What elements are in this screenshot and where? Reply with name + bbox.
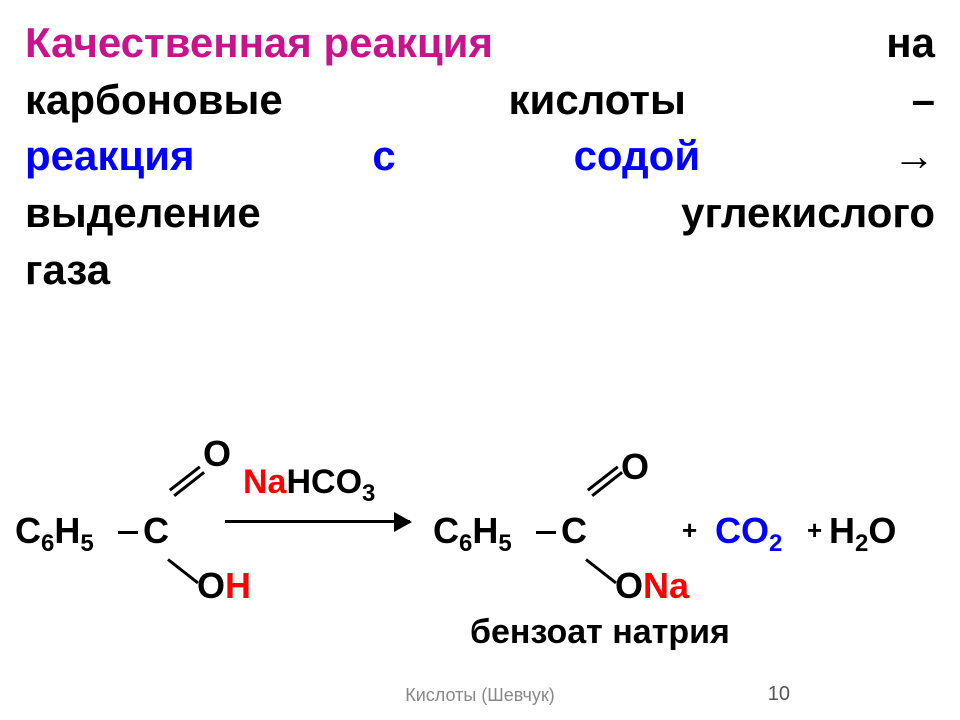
title-carbon-dioxide: углекислого bbox=[681, 185, 935, 242]
title-soda: содой bbox=[574, 128, 701, 185]
footer-text: Кислоты (Шевчук) bbox=[0, 685, 960, 706]
product-carbon: C bbox=[561, 510, 587, 552]
reactant-carbon: C bbox=[143, 510, 169, 552]
product-name-label: бензоат натрия bbox=[470, 613, 730, 652]
reactant-oxygen-top: O bbox=[203, 433, 231, 475]
product-ona: ONa bbox=[615, 565, 689, 607]
single-bond bbox=[118, 531, 138, 534]
double-bond bbox=[169, 466, 205, 497]
product-h2o: H2O bbox=[829, 510, 896, 558]
single-bond bbox=[536, 531, 556, 534]
product-phenyl: C6H5 bbox=[433, 510, 512, 558]
title-release: выделение bbox=[25, 185, 261, 242]
single-bond bbox=[585, 558, 617, 584]
single-bond bbox=[167, 558, 199, 584]
plus-sign: + bbox=[682, 515, 697, 546]
page-number: 10 bbox=[768, 683, 790, 706]
reactant-phenyl: C6H5 bbox=[15, 510, 94, 558]
reactant-oh: OH bbox=[197, 565, 251, 607]
reagent-nahco3: NaHCO3 bbox=[243, 463, 375, 508]
title-block: Качественная реакция на карбоновые кисло… bbox=[25, 15, 935, 298]
double-bond bbox=[587, 466, 623, 497]
title-qualitative: Качественная реакция bbox=[25, 15, 493, 72]
slide-content: Качественная реакция на карбоновые кисло… bbox=[0, 0, 960, 313]
chemical-reaction: C6H5 C O OH NaHCO3 C6H5 C O ONa + CO2 + … bbox=[15, 410, 945, 640]
product-oxygen-top: O bbox=[621, 446, 649, 488]
title-reaction: реакция bbox=[25, 128, 195, 185]
title-acids: кислоты bbox=[508, 72, 685, 129]
product-co2: CO2 bbox=[715, 510, 782, 558]
title-gas: газа bbox=[25, 242, 110, 299]
plus-sign: + bbox=[807, 515, 822, 546]
title-on: на bbox=[886, 15, 935, 72]
title-dash: – bbox=[912, 72, 935, 129]
reaction-arrow-icon bbox=[225, 520, 410, 523]
title-arrow: → bbox=[893, 128, 935, 185]
title-with: с bbox=[372, 128, 395, 185]
title-carboxylic: карбоновые bbox=[25, 72, 283, 129]
